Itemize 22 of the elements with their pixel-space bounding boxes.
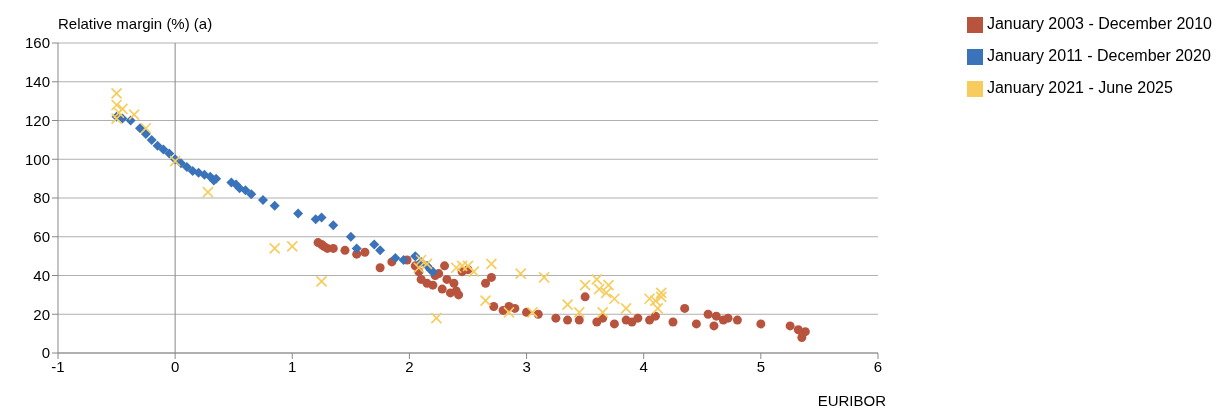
y-tick-label: 140: [24, 73, 50, 91]
x-axis-title: EURIBOR: [817, 392, 887, 409]
x-tick-label: 1: [288, 357, 297, 375]
x-tick-label: 5: [756, 357, 765, 375]
y-tick-label: 160: [24, 34, 50, 52]
legend-label: January 2021 - June 2025: [986, 79, 1173, 96]
legend-label: January 2011 - December 2020: [986, 47, 1211, 64]
y-axis-title: Relative margin (%) (a): [58, 15, 213, 32]
x-tick-label: 3: [522, 357, 531, 375]
y-tick-label: 20: [33, 305, 50, 323]
x-tick-label: 2: [405, 357, 414, 375]
y-tick-label: 100: [24, 150, 50, 168]
y-tick-label: 60: [33, 228, 50, 246]
y-tick-label: 120: [24, 111, 50, 129]
x-tick-label: 4: [639, 357, 648, 375]
x-tick-label: 0: [170, 357, 180, 375]
x-tick-label: -1: [51, 357, 65, 375]
legend-label: January 2003 - December 2010: [986, 15, 1212, 32]
y-tick-label: 0: [41, 344, 50, 362]
y-tick-label: 40: [33, 266, 50, 284]
x-tick-label: 6: [873, 357, 883, 375]
y-tick-label: 80: [33, 189, 50, 207]
